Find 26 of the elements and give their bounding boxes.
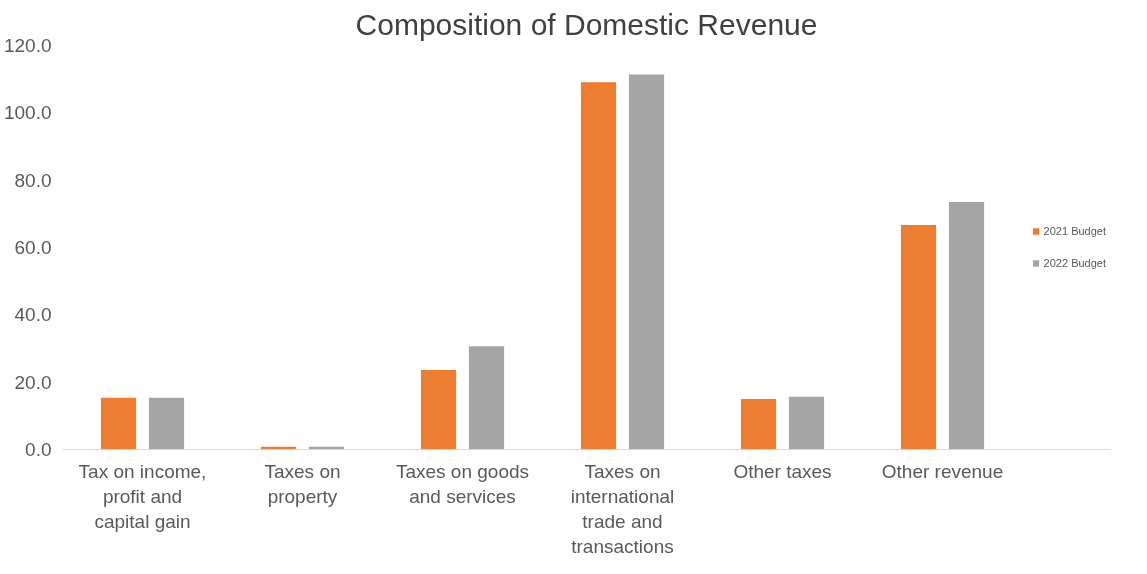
bar <box>580 82 617 450</box>
bar <box>948 202 985 450</box>
x-tick-label: Taxes on property <box>264 460 341 507</box>
x-tick-label: Taxes on international trade and transactions <box>570 460 675 558</box>
bar <box>740 399 777 450</box>
legend-label: 2021 Budget <box>1043 225 1106 237</box>
y-tick-label: 100.0 <box>3 102 52 124</box>
y-tick-label: 60.0 <box>14 237 52 258</box>
bar <box>148 397 185 450</box>
y-tick-label: 120.0 <box>3 35 52 56</box>
x-tick-label: Taxes on goods and services <box>395 460 530 507</box>
bar <box>788 396 825 450</box>
x-tick-label: Other revenue <box>881 460 1004 482</box>
legend-label: 2022 Budget <box>1043 257 1106 269</box>
bar <box>468 346 505 450</box>
bar <box>420 370 457 450</box>
y-tick-label: 20.0 <box>14 371 52 393</box>
chart-title: Composition of Domestic Revenue <box>355 7 818 41</box>
y-tick-label: 0.0 <box>25 439 52 460</box>
y-tick-label: 40.0 <box>14 304 52 326</box>
bar <box>100 397 137 450</box>
x-tick-label: Other taxes <box>733 460 832 482</box>
x-tick-label: Tax on income, profit and capital gain <box>78 460 207 532</box>
bar <box>628 74 665 450</box>
bar <box>900 224 937 450</box>
y-tick-label: 80.0 <box>14 169 52 191</box>
